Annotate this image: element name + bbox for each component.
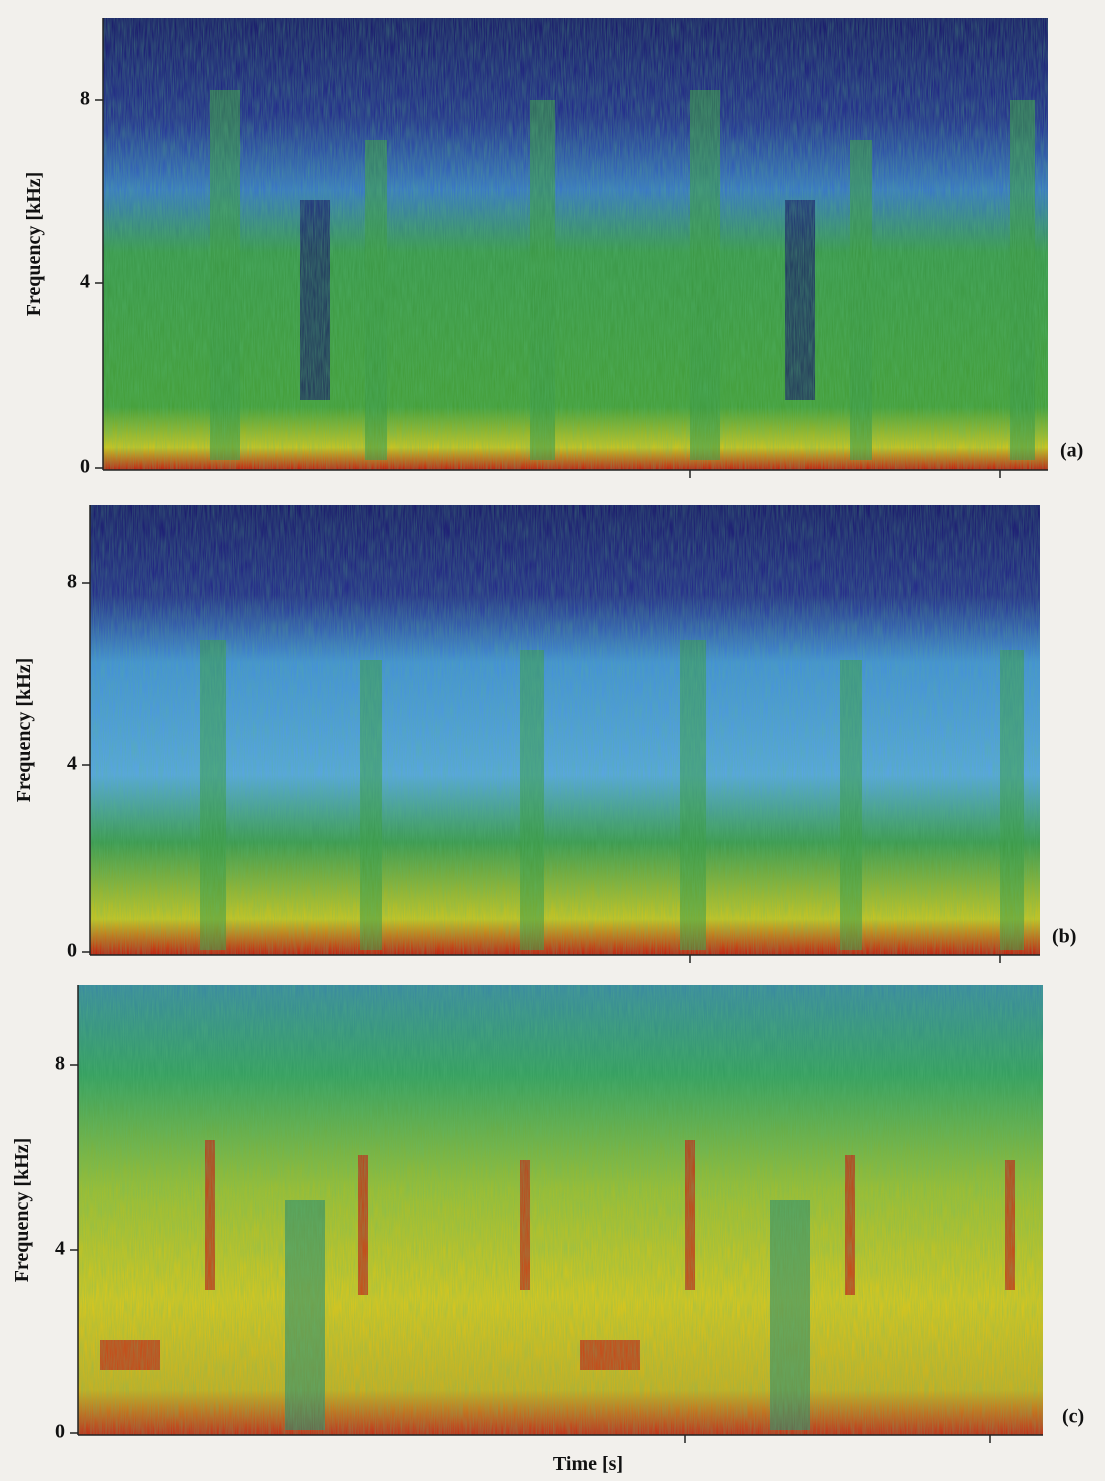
y-tick-label: 8 — [80, 88, 90, 110]
spectrogram-b — [90, 505, 1040, 955]
panel-label: (a) — [1060, 440, 1083, 462]
y-axis-label: Frequency [kHz] — [13, 658, 35, 803]
y-axis-label: Frequency [kHz] — [11, 1138, 33, 1283]
y-tick-label: 4 — [80, 271, 90, 293]
panel-label: (c) — [1062, 1406, 1084, 1428]
y-axis-label: Frequency [kHz] — [23, 172, 45, 317]
y-tick-label: 0 — [67, 940, 77, 962]
y-tick-label: 8 — [55, 1053, 65, 1075]
axes — [70, 18, 1048, 1443]
y-tick-label: 4 — [67, 753, 77, 775]
spectrogram-c — [78, 985, 1043, 1435]
y-tick-label: 8 — [67, 571, 77, 593]
x-axis-label: Time [s] — [553, 1453, 623, 1475]
y-tick-label: 0 — [80, 456, 90, 478]
spectrogram-a — [103, 18, 1048, 470]
y-tick-label: 0 — [55, 1421, 65, 1443]
panel-label: (b) — [1052, 926, 1076, 948]
y-tick-label: 4 — [55, 1238, 65, 1260]
